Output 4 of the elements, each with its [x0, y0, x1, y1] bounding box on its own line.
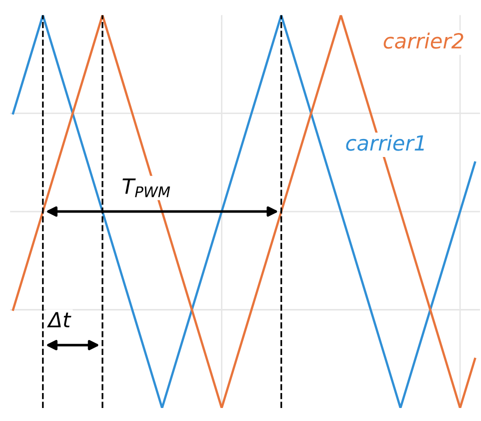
annotation: carrier2: [384, 32, 464, 49]
annotation: carrier1: [346, 134, 424, 151]
annotation: Δt: [46, 312, 72, 328]
annotation: T$_{PWM}$: [122, 178, 170, 198]
